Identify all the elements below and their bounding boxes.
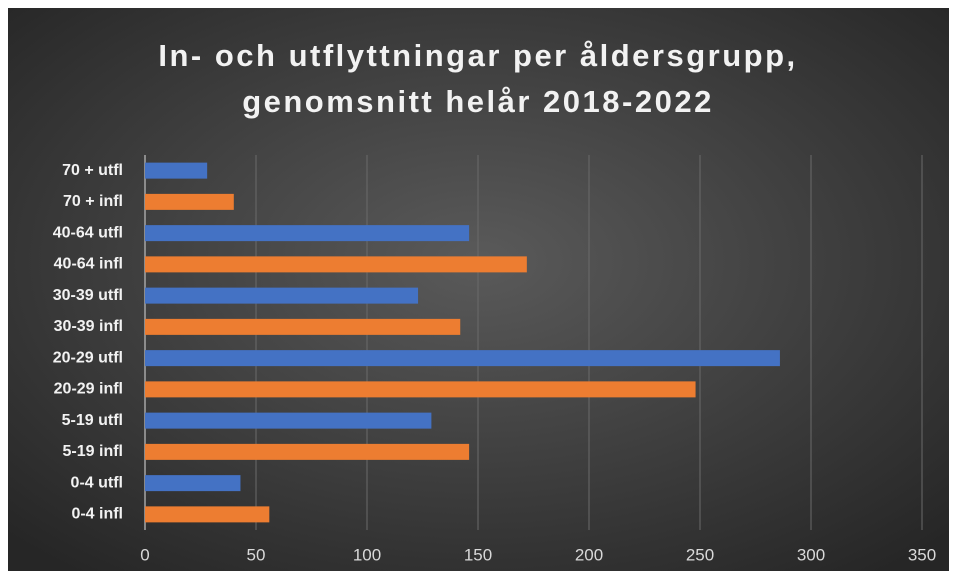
bar bbox=[145, 381, 696, 398]
y-tick-label: 0-4 utfl bbox=[71, 474, 123, 491]
x-tick-label: 250 bbox=[686, 545, 714, 564]
x-tick-label: 100 bbox=[353, 545, 381, 564]
bar bbox=[145, 162, 208, 179]
x-tick-label: 0 bbox=[140, 545, 149, 564]
y-tick-label: 40-64 utfl bbox=[53, 224, 123, 241]
y-tick-label: 5-19 utfl bbox=[62, 412, 123, 429]
y-tick-label: 40-64 infl bbox=[54, 256, 123, 273]
y-tick-label: 30-39 utfl bbox=[53, 287, 123, 304]
x-tick-label: 300 bbox=[797, 545, 825, 564]
bar bbox=[145, 318, 461, 335]
y-tick-label: 70 + utfl bbox=[62, 162, 123, 179]
y-tick-label: 0-4 infl bbox=[71, 506, 123, 523]
bar bbox=[145, 287, 419, 304]
y-tick-label: 20-29 infl bbox=[54, 381, 123, 398]
bar bbox=[145, 193, 234, 210]
bar bbox=[145, 350, 780, 367]
x-tick-label: 150 bbox=[464, 545, 492, 564]
chart-title: In- och utflyttningar per åldersgrupp, bbox=[158, 38, 797, 73]
bar bbox=[145, 443, 470, 460]
y-tick-label: 70 + infl bbox=[63, 193, 123, 210]
x-tick-label: 200 bbox=[575, 545, 603, 564]
x-tick-label: 50 bbox=[247, 545, 266, 564]
y-tick-label: 20-29 utfl bbox=[53, 349, 123, 366]
y-tick-label: 30-39 infl bbox=[54, 318, 123, 335]
y-tick-label: 5-19 infl bbox=[63, 443, 123, 460]
bar bbox=[145, 225, 470, 242]
bar bbox=[145, 256, 527, 273]
bar bbox=[145, 506, 270, 523]
x-tick-label: 350 bbox=[908, 545, 936, 564]
chart-title: genomsnitt helår 2018-2022 bbox=[242, 84, 714, 119]
bar bbox=[145, 475, 241, 492]
bar bbox=[145, 412, 432, 429]
